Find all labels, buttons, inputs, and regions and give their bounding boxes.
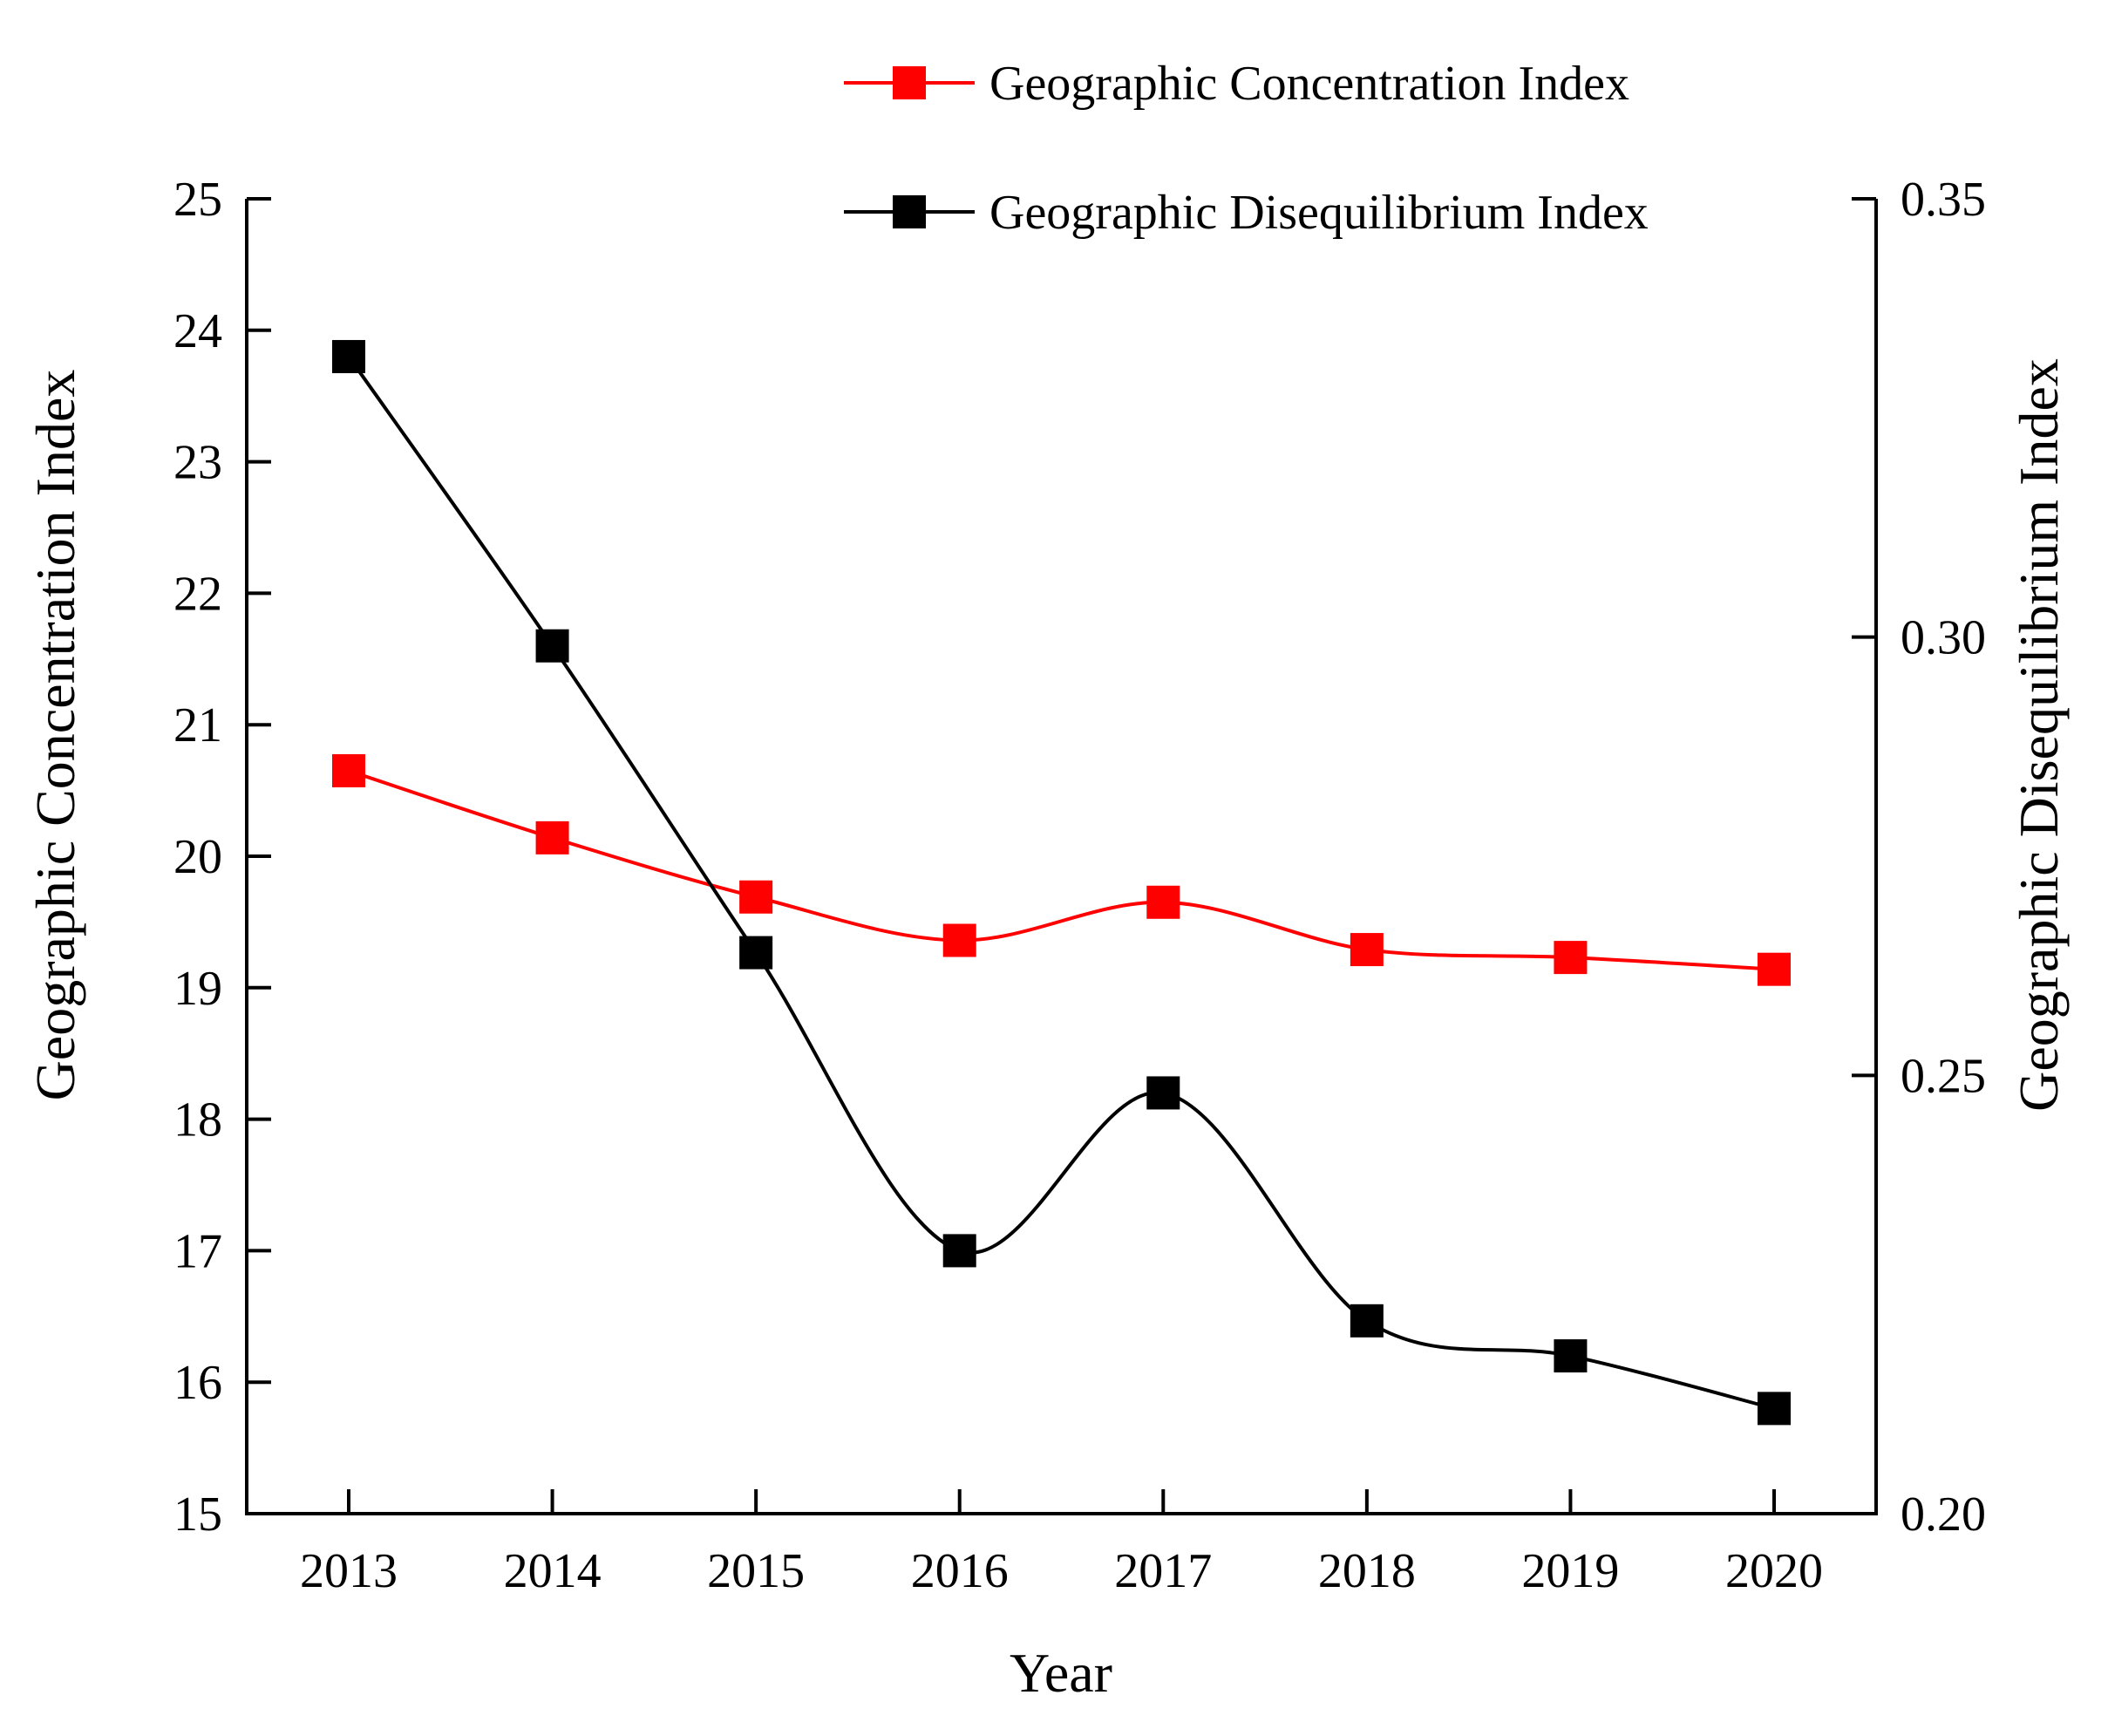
data-point-marker xyxy=(739,936,773,970)
right-tick-label: 0.20 xyxy=(1901,1488,1986,1542)
x-tick-label: 2019 xyxy=(1521,1544,1619,1598)
series-concentration xyxy=(332,753,1791,986)
x-tick-label: 2015 xyxy=(707,1544,805,1598)
data-point-marker xyxy=(1554,941,1588,975)
data-point-marker xyxy=(535,629,569,663)
data-point-marker xyxy=(535,820,569,854)
left-tick-label: 17 xyxy=(173,1224,222,1278)
right-tick-label: 0.25 xyxy=(1901,1049,1986,1103)
left-tick-label: 18 xyxy=(173,1093,222,1147)
x-tick-label: 2016 xyxy=(911,1544,1009,1598)
x-tick-label: 2018 xyxy=(1318,1544,1416,1598)
left-tick-label: 25 xyxy=(173,173,222,227)
left-tick-label: 19 xyxy=(173,962,222,1016)
data-point-marker xyxy=(1758,1392,1791,1426)
data-point-marker xyxy=(332,753,365,787)
left-tick-label: 22 xyxy=(173,567,222,621)
series-layer xyxy=(332,339,1791,1426)
left-tick-label: 21 xyxy=(173,698,222,752)
x-tick-label: 2017 xyxy=(1114,1544,1212,1598)
series-line xyxy=(347,355,1775,1411)
legend-marker xyxy=(893,66,926,99)
left-axis-title: Geographic Concentration Index xyxy=(24,370,86,1101)
data-point-marker xyxy=(1146,1076,1180,1110)
x-tick-label: 2014 xyxy=(504,1544,602,1598)
legend-marker xyxy=(893,195,926,228)
left-tick-label: 16 xyxy=(173,1356,222,1410)
left-tick-label: 24 xyxy=(173,304,222,358)
legend-item: Geographic Disequilibrium Index xyxy=(844,186,1649,240)
series-disequilibrium xyxy=(332,339,1791,1426)
plot-frame xyxy=(245,199,1878,1515)
right-tick-label: 0.35 xyxy=(1901,173,1986,227)
x-tick-label: 2013 xyxy=(300,1544,398,1598)
series-line xyxy=(348,769,1775,971)
right-axis-title: Geographic Disequilibrium Index xyxy=(2008,358,2070,1112)
left-tick-label: 15 xyxy=(173,1488,222,1542)
legend-item: Geographic Concentration Index xyxy=(844,57,1629,111)
data-point-marker xyxy=(332,339,365,373)
legend-label: Geographic Concentration Index xyxy=(989,57,1629,111)
right-tick-label: 0.30 xyxy=(1901,611,1986,665)
left-axis-ticks: 15 16 17 18 19 20 21 22 23 24 25 xyxy=(173,173,271,1542)
data-point-marker xyxy=(1350,1304,1384,1338)
data-point-marker xyxy=(739,880,773,914)
left-tick-label: 20 xyxy=(173,830,222,884)
x-axis-title: Year xyxy=(1010,1642,1112,1704)
left-tick-label: 23 xyxy=(173,436,222,490)
legend: Geographic Concentration Index Geographic… xyxy=(844,57,1649,240)
data-point-marker xyxy=(1758,952,1791,986)
data-point-marker xyxy=(1146,885,1180,919)
x-tick-label: 2020 xyxy=(1725,1544,1823,1598)
legend-label: Geographic Disequilibrium Index xyxy=(989,186,1649,240)
x-axis-ticks: 2013 2014 2015 2016 2017 2018 2019 2020 xyxy=(300,1489,1823,1598)
data-point-marker xyxy=(1350,933,1384,967)
data-point-marker xyxy=(1554,1339,1588,1373)
right-axis-ticks: 0.20 0.25 0.30 0.35 xyxy=(1852,173,1986,1542)
data-point-marker xyxy=(942,1234,976,1268)
data-point-marker xyxy=(942,923,976,957)
